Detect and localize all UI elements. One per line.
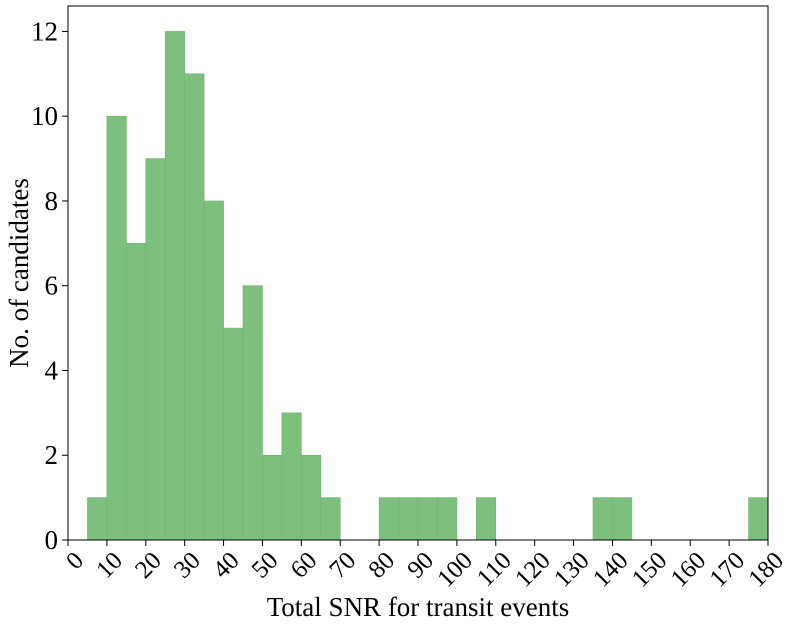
x-tick-label: 140 — [588, 547, 634, 593]
histogram-bars — [87, 31, 769, 541]
x-tick-label: 70 — [325, 547, 362, 584]
histogram-bar — [378, 497, 399, 541]
histogram-bar — [203, 200, 224, 541]
histogram-bar — [223, 327, 244, 541]
x-tick-label: 60 — [286, 547, 323, 584]
x-tick-label: 20 — [130, 547, 167, 584]
x-tick-label: 30 — [169, 547, 206, 584]
histogram-bar — [145, 158, 166, 541]
x-tick-label: 160 — [666, 547, 712, 593]
histogram-bar — [612, 497, 633, 541]
x-tick-label: 100 — [432, 547, 478, 593]
histogram-bar — [242, 285, 263, 541]
histogram-bar — [126, 243, 147, 541]
y-axis-title: No. of candidates — [4, 178, 34, 368]
histogram-bar — [87, 497, 108, 541]
histogram-bar — [184, 73, 205, 541]
x-axis-ticks: 0 10 20 30 40 50 60 70 80 90100110120130140150160… — [61, 540, 789, 593]
histogram-bar — [398, 497, 419, 541]
y-tick-label: 2 — [45, 440, 59, 470]
y-tick-label: 8 — [45, 186, 59, 216]
histogram-bar — [262, 454, 283, 541]
histogram-bar — [437, 497, 458, 541]
y-tick-label: 12 — [31, 16, 58, 46]
histogram-bar — [164, 31, 185, 541]
histogram-bar — [281, 412, 302, 541]
x-tick-label: 0 — [61, 547, 89, 575]
histogram-bar — [301, 454, 322, 541]
x-tick-label: 80 — [363, 547, 400, 584]
histogram-bar — [592, 497, 613, 541]
histogram-bar — [748, 497, 769, 541]
x-tick-label: 120 — [510, 547, 556, 593]
y-axis-ticks: 0 2 4 6 8 10 12 — [31, 16, 68, 555]
x-tick-label: 150 — [627, 547, 673, 593]
x-tick-label: 10 — [91, 547, 128, 584]
x-tick-label: 90 — [402, 547, 439, 584]
histogram-bar — [106, 115, 127, 541]
x-tick-label: 50 — [247, 547, 284, 584]
histogram-bar — [320, 497, 341, 541]
x-axis-title: Total SNR for transit events — [267, 592, 570, 622]
y-tick-label: 10 — [31, 101, 58, 131]
x-tick-label: 130 — [549, 547, 595, 593]
x-tick-label: 180 — [744, 547, 790, 593]
x-tick-label: 170 — [705, 547, 751, 593]
histogram-bar — [476, 497, 497, 541]
y-tick-label: 4 — [45, 355, 59, 385]
x-tick-label: 110 — [472, 547, 517, 592]
y-tick-label: 6 — [45, 271, 59, 301]
histogram-bar — [417, 497, 438, 541]
y-tick-label: 0 — [45, 525, 59, 555]
x-tick-label: 40 — [208, 547, 245, 584]
